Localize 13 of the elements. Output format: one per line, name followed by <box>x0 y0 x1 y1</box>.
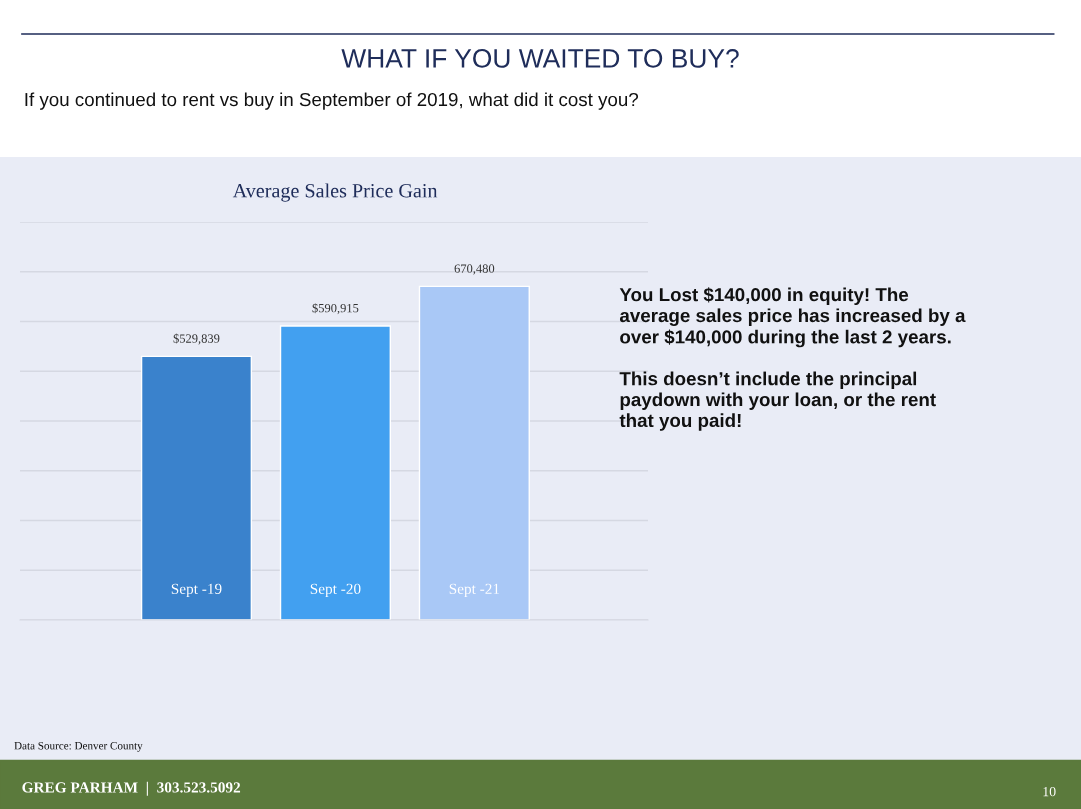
text: You Lost $140,000 in equity! The average sales price has increased by a over $140,000 during the last 2 years. This doesn’t include the principal paydown with your loan, or the rent that you paid! <box>619 287 966 431</box>
x-tick-label: Sept -19 <box>171 583 222 598</box>
chart-subtitle: If you continued to rent vs buy in September of 2019, what did it cost you? <box>25 92 639 110</box>
data-label: $590,915 <box>312 303 359 315</box>
x-tick-label: Sept -20 <box>310 583 361 598</box>
text: Average Sales Price Gain <box>232 183 438 202</box>
data-label: $529,839 <box>173 333 220 345</box>
text: 10 <box>1043 786 1056 797</box>
chart-title: WHAT IF YOU WAITED TO BUY? <box>341 49 739 68</box>
x-tick-label: Sept -21 <box>449 583 500 598</box>
data-label: 670,480 <box>454 264 495 275</box>
text: GREG PARHAM | 303.523.5092 <box>22 781 241 796</box>
source-note: Data Source: Denver County <box>14 741 143 752</box>
